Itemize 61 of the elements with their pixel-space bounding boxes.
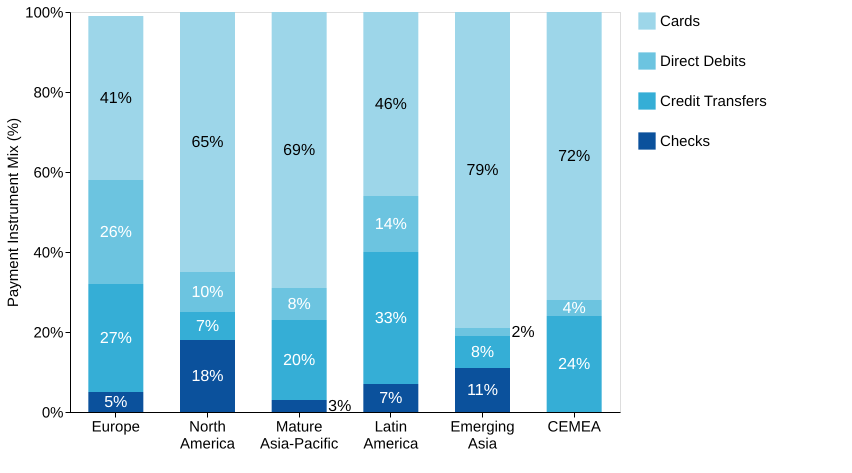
data-label: 65% xyxy=(191,134,224,151)
bar xyxy=(455,336,510,368)
bar xyxy=(88,284,144,392)
y-axis-title: Payment Instrument Mix (%) xyxy=(5,118,22,308)
bar xyxy=(180,12,235,272)
data-label: 33% xyxy=(374,310,407,327)
bar xyxy=(180,272,235,312)
x-tick-label: Latin America xyxy=(363,418,419,452)
bar xyxy=(363,384,418,412)
data-label: 20% xyxy=(283,352,316,369)
bar xyxy=(272,288,327,320)
x-tick-label: CEMEA xyxy=(547,418,601,436)
bar xyxy=(272,12,327,288)
y-tick-label: 60% xyxy=(33,164,64,182)
data-label: 2% xyxy=(512,324,535,341)
data-label: 79% xyxy=(466,162,499,179)
data-label: 7% xyxy=(196,318,220,335)
data-label: 24% xyxy=(558,356,590,373)
bar xyxy=(363,12,418,196)
bar xyxy=(455,368,510,412)
legend-label: Checks xyxy=(660,133,710,150)
data-label: 26% xyxy=(100,224,132,241)
bar xyxy=(272,320,327,400)
bar xyxy=(363,252,418,384)
data-label: 41% xyxy=(100,90,132,107)
bar xyxy=(363,196,418,252)
data-label: 72% xyxy=(558,148,590,165)
legend-label: Cards xyxy=(660,13,700,30)
y-tick-label: 40% xyxy=(33,244,64,262)
x-tick-label: North America xyxy=(180,418,236,452)
bar xyxy=(272,400,327,412)
y-tick-label: 0% xyxy=(42,404,64,422)
y-tick-label: 20% xyxy=(33,324,64,342)
bar xyxy=(455,12,510,328)
x-tick-label: Europe xyxy=(92,418,140,436)
x-tick-label: Mature Asia-Pacific xyxy=(260,418,339,452)
data-label: 8% xyxy=(470,344,494,361)
bar xyxy=(546,12,602,300)
bar xyxy=(455,328,510,336)
data-label: 14% xyxy=(374,216,407,233)
data-label: 11% xyxy=(467,382,498,399)
legend-label: Credit Transfers xyxy=(660,93,767,110)
data-label: 27% xyxy=(100,330,132,347)
y-tick-label: 100% xyxy=(25,4,64,22)
data-label: 4% xyxy=(562,300,586,317)
data-label: 7% xyxy=(379,390,402,407)
bar xyxy=(546,316,602,412)
bar xyxy=(180,312,235,340)
data-label: 46% xyxy=(374,96,407,113)
x-tick-label: Emerging Asia xyxy=(450,418,515,452)
bar xyxy=(88,180,144,284)
bar xyxy=(180,340,235,412)
data-label: 5% xyxy=(104,394,128,411)
bar xyxy=(88,16,144,180)
data-label: 69% xyxy=(283,142,316,159)
data-label: 3% xyxy=(328,398,352,415)
legend-label: Direct Debits xyxy=(660,53,746,70)
data-label: 8% xyxy=(288,296,311,313)
data-label: 18% xyxy=(191,368,224,385)
data-label: 10% xyxy=(191,284,224,301)
y-tick-label: 80% xyxy=(33,84,64,102)
